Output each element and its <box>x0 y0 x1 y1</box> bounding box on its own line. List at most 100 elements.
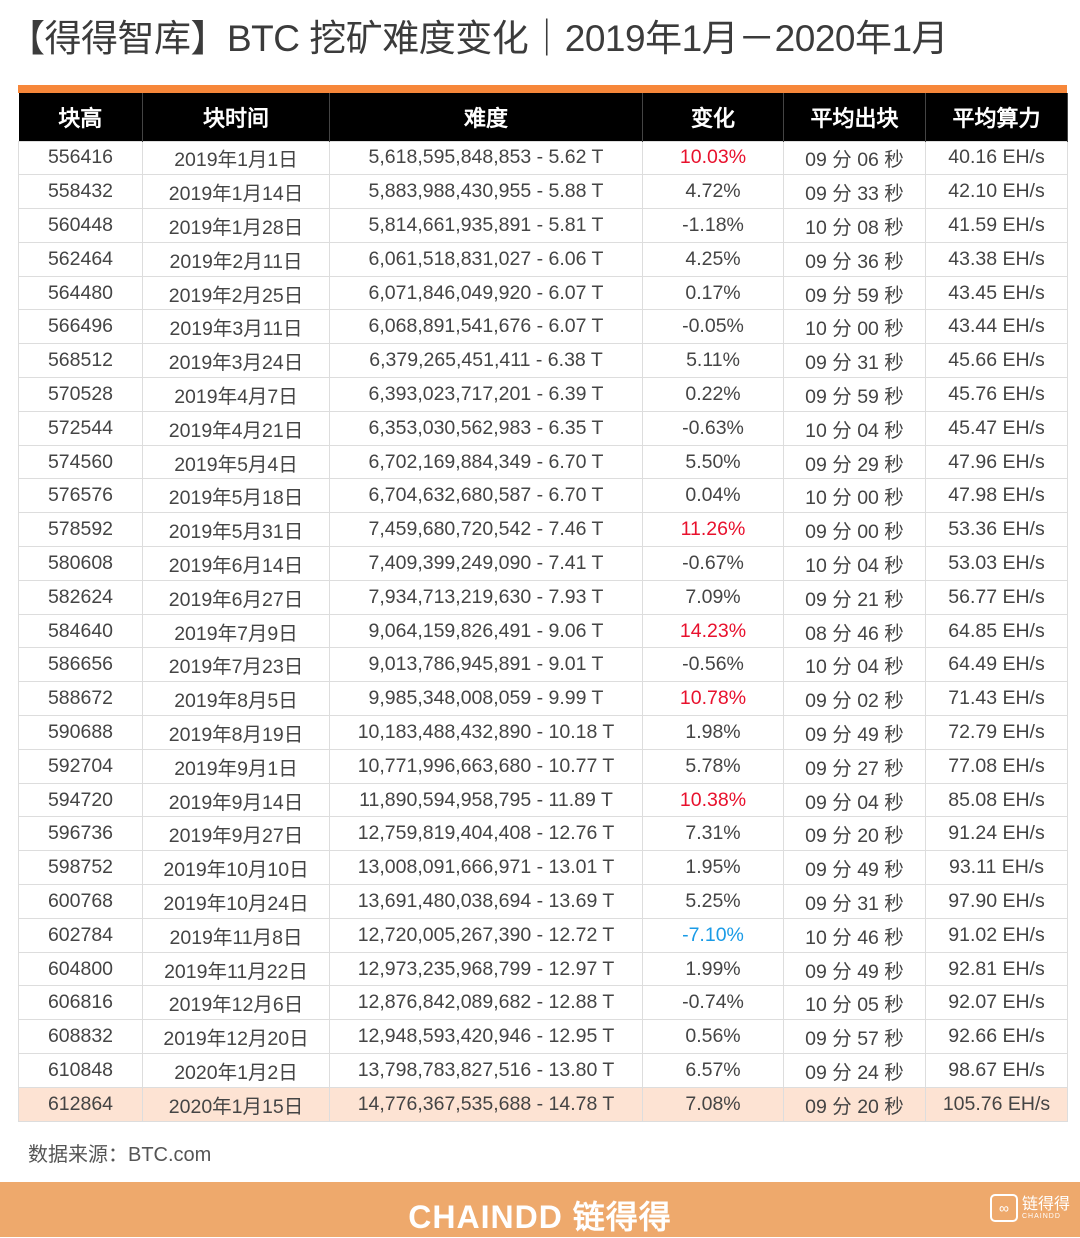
cell-time: 2019年11月22日 <box>142 951 330 987</box>
table-row: 588672 2019年8月5日 9,985,348,008,059 - 9.99 … <box>18 681 1068 717</box>
cell-avg-block-time: 10 分 46 秒 <box>783 917 926 953</box>
cell-avg-block-time: 10 分 04 秒 <box>783 410 926 446</box>
cell-change: -1.18% <box>642 208 784 243</box>
cell-difficulty: 6,702,169,884,349 - 6.70 T <box>329 444 643 480</box>
cell-change: 1.99% <box>642 951 784 987</box>
table-row: 562464 2019年2月11日 6,061,518,831,027 - 6.06… <box>18 241 1068 277</box>
cell-height: 602784 <box>18 917 143 953</box>
cell-difficulty: 9,985,348,008,059 - 9.99 T <box>329 681 643 717</box>
table-row: 574560 2019年5月4日 6,702,169,884,349 - 6.70 … <box>18 444 1068 480</box>
table-row: 592704 2019年9月1日 10,771,996,663,680 - 10.7… <box>18 748 1068 784</box>
cell-avg-hashrate: 92.66 EH/s <box>925 1019 1068 1055</box>
cell-avg-hashrate: 47.98 EH/s <box>925 478 1068 514</box>
table-row: 596736 2019年9月27日 12,759,819,404,408 - 12.… <box>18 816 1068 852</box>
cell-avg-hashrate: 64.49 EH/s <box>925 647 1068 683</box>
cell-difficulty: 6,068,891,541,676 - 6.07 T <box>329 309 643 345</box>
cell-difficulty: 11,890,594,958,795 - 11.89 T <box>329 782 643 818</box>
cell-height: 576576 <box>18 478 143 514</box>
cell-difficulty: 7,934,713,219,630 - 7.93 T <box>329 579 643 615</box>
cell-change: 1.98% <box>642 715 784 750</box>
cell-avg-hashrate: 42.10 EH/s <box>925 174 1068 210</box>
table-row: 572544 2019年4月21日 6,353,030,562,983 - 6.35… <box>18 410 1068 446</box>
cell-height: 606816 <box>18 985 143 1021</box>
cell-change: 7.08% <box>642 1086 784 1122</box>
cell-change: 6.57% <box>642 1053 784 1088</box>
cell-avg-hashrate: 91.24 EH/s <box>925 816 1068 852</box>
table-row: 576576 2019年5月18日 6,704,632,680,587 - 6.70… <box>18 478 1068 514</box>
cell-height: 596736 <box>18 816 143 852</box>
cell-height: 570528 <box>18 377 143 412</box>
cell-avg-hashrate: 40.16 EH/s <box>925 140 1068 176</box>
cell-avg-block-time: 09 分 24 秒 <box>783 1053 926 1088</box>
cell-difficulty: 12,948,593,420,946 - 12.95 T <box>329 1019 643 1055</box>
cell-avg-hashrate: 45.66 EH/s <box>925 343 1068 379</box>
cell-difficulty: 6,353,030,562,983 - 6.35 T <box>329 410 643 446</box>
table-row: 586656 2019年7月23日 9,013,786,945,891 - 9.01… <box>18 647 1068 683</box>
table-row: 612864 2020年1月15日 14,776,367,535,688 - 14.… <box>18 1086 1068 1122</box>
cell-difficulty: 10,771,996,663,680 - 10.77 T <box>329 748 643 784</box>
cell-change: 10.38% <box>642 782 784 818</box>
cell-height: 584640 <box>18 613 143 649</box>
table-row: 584640 2019年7月9日 9,064,159,826,491 - 9.06 … <box>18 613 1068 649</box>
cell-avg-block-time: 09 分 29 秒 <box>783 444 926 480</box>
cell-avg-block-time: 09 分 31 秒 <box>783 343 926 379</box>
cell-change: -7.10% <box>642 917 784 953</box>
page-title: 【得得智库】BTC 挖矿难度变化｜2019年1月－2020年1月 <box>8 18 949 59</box>
cell-change: 4.72% <box>642 174 784 210</box>
cell-difficulty: 9,064,159,826,491 - 9.06 T <box>329 613 643 649</box>
table-row: 558432 2019年1月14日 5,883,988,430,955 - 5.88… <box>18 174 1068 210</box>
cell-change: 0.22% <box>642 377 784 412</box>
cell-difficulty: 6,393,023,717,201 - 6.39 T <box>329 377 643 412</box>
cell-change: 11.26% <box>642 512 784 548</box>
logo-subtext: CHAINDD <box>1021 1212 1061 1220</box>
cell-avg-block-time: 10 分 05 秒 <box>783 985 926 1021</box>
cell-avg-block-time: 09 分 04 秒 <box>783 782 926 818</box>
footer-banner: CHAINDD 链得得 ∞ 链得得 CHAINDD <box>0 1182 1080 1237</box>
table-row: 566496 2019年3月11日 6,068,891,541,676 - 6.07… <box>18 309 1068 345</box>
cell-height: 600768 <box>18 884 143 919</box>
table-row: 602784 2019年11月8日 12,720,005,267,390 - 12.… <box>18 917 1068 953</box>
cell-time: 2019年9月1日 <box>142 748 330 784</box>
cell-avg-block-time: 09 分 59 秒 <box>783 377 926 412</box>
cell-height: 566496 <box>18 309 143 345</box>
cell-change: 5.25% <box>642 884 784 919</box>
cell-height: 604800 <box>18 951 143 987</box>
cell-avg-hashrate: 56.77 EH/s <box>925 579 1068 615</box>
table-row: 570528 2019年4月7日 6,393,023,717,201 - 6.39 … <box>18 377 1068 412</box>
cell-avg-block-time: 10 分 04 秒 <box>783 546 926 581</box>
cell-avg-block-time: 09 分 59 秒 <box>783 275 926 311</box>
cell-time: 2019年12月20日 <box>142 1019 330 1055</box>
cell-difficulty: 13,008,091,666,971 - 13.01 T <box>329 850 643 886</box>
cell-change: 0.04% <box>642 478 784 514</box>
cell-change: -0.63% <box>642 410 784 446</box>
cell-height: 558432 <box>18 174 143 210</box>
cell-difficulty: 5,814,661,935,891 - 5.81 T <box>329 208 643 243</box>
cell-avg-block-time: 09 分 21 秒 <box>783 579 926 615</box>
cell-avg-block-time: 09 分 57 秒 <box>783 1019 926 1055</box>
chaindd-logo: ∞ 链得得 CHAINDD <box>989 1194 1070 1222</box>
header-time: 块时间 <box>142 93 330 141</box>
cell-avg-block-time: 09 分 33 秒 <box>783 174 926 210</box>
cell-difficulty: 12,973,235,968,799 - 12.97 T <box>329 951 643 987</box>
cell-height: 586656 <box>18 647 143 683</box>
cell-avg-hashrate: 47.96 EH/s <box>925 444 1068 480</box>
cell-avg-hashrate: 64.85 EH/s <box>925 613 1068 649</box>
cell-time: 2019年4月7日 <box>142 377 330 412</box>
cell-time: 2019年6月14日 <box>142 546 330 581</box>
cell-height: 580608 <box>18 546 143 581</box>
cell-time: 2019年3月11日 <box>142 309 330 345</box>
cell-avg-block-time: 10 分 04 秒 <box>783 647 926 683</box>
cell-difficulty: 12,720,005,267,390 - 12.72 T <box>329 917 643 953</box>
cell-avg-block-time: 09 分 20 秒 <box>783 816 926 852</box>
cell-change: 5.78% <box>642 748 784 784</box>
cell-time: 2019年5月18日 <box>142 478 330 514</box>
cell-avg-hashrate: 105.76 EH/s <box>925 1086 1068 1122</box>
cell-height: 594720 <box>18 782 143 818</box>
cell-height: 568512 <box>18 343 143 379</box>
cell-avg-block-time: 09 分 49 秒 <box>783 951 926 987</box>
cell-change: 0.17% <box>642 275 784 311</box>
table-row: 610848 2020年1月2日 13,798,783,827,516 - 13.8… <box>18 1053 1068 1088</box>
data-source: 数据来源：BTC.com <box>28 1144 212 1166</box>
cell-time: 2019年3月24日 <box>142 343 330 379</box>
cell-time: 2019年9月14日 <box>142 782 330 818</box>
